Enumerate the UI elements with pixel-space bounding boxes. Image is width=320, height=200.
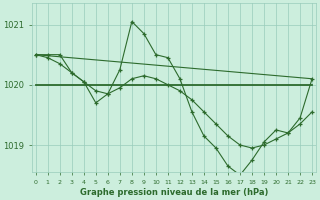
X-axis label: Graphe pression niveau de la mer (hPa): Graphe pression niveau de la mer (hPa)	[80, 188, 268, 197]
